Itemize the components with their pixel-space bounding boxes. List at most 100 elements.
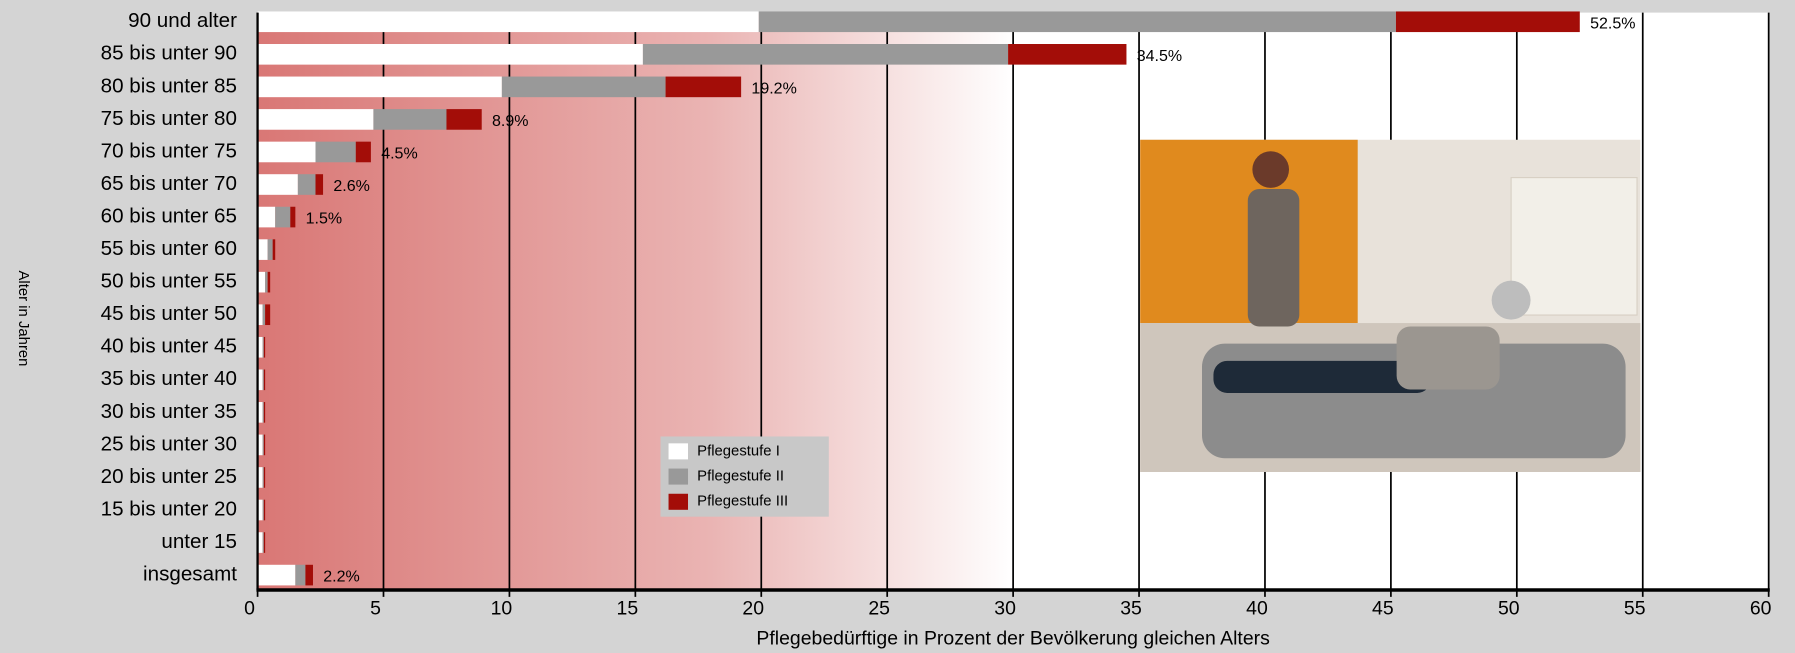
total-label: 19.2% — [751, 79, 796, 97]
legend-swatch — [668, 468, 689, 485]
x-tick-label: 60 — [1750, 598, 1772, 620]
bar-segment — [257, 304, 263, 326]
legend-label: Pflegestufe II — [697, 469, 784, 485]
bar-segment — [257, 76, 502, 98]
bar-segment — [315, 174, 324, 195]
y-tick-label: 60 bis unter 65 — [101, 204, 237, 227]
bar-segment — [262, 532, 264, 553]
total-label: 8.9% — [492, 112, 529, 130]
x-tick-label: 25 — [868, 598, 890, 620]
legend-swatch — [668, 493, 689, 510]
bar-segment — [262, 336, 264, 358]
x-tick-label: 20 — [742, 598, 764, 620]
bar-segment — [1008, 44, 1127, 65]
total-label: 34.5% — [1137, 47, 1182, 65]
bar-segment — [257, 532, 263, 553]
total-label: 2.2% — [323, 568, 360, 586]
bar-segment — [263, 369, 266, 391]
bar-segment — [257, 109, 374, 130]
bar-segment — [257, 141, 316, 163]
x-tick-label: 10 — [491, 598, 513, 620]
bar-segment — [263, 434, 266, 456]
y-tick-label: 75 bis unter 80 — [101, 107, 237, 130]
y-axis-title: Alter in Jahren — [15, 271, 31, 367]
x-tick-label: 40 — [1246, 598, 1268, 620]
legend-swatch — [668, 443, 689, 460]
bar-segment — [263, 499, 266, 521]
bar-segment — [297, 174, 316, 195]
total-label: 52.5% — [1590, 14, 1635, 32]
x-tick-label: 50 — [1498, 598, 1520, 620]
y-tick-label: 85 bis unter 90 — [101, 42, 237, 65]
y-tick-label: 50 bis unter 55 — [101, 270, 237, 293]
bar-segment — [257, 206, 276, 228]
bar-segment — [257, 467, 263, 488]
bar-segment — [262, 304, 266, 326]
x-tick-label: 45 — [1372, 598, 1394, 620]
bar-segment — [315, 141, 356, 163]
bar-segment — [257, 564, 296, 586]
x-tick-label: 0 — [244, 598, 255, 620]
bar-segment — [262, 499, 264, 521]
legend-label: Pflegestufe I — [697, 443, 780, 459]
bar-segment — [257, 239, 268, 260]
y-tick-label: insgesamt — [143, 563, 237, 586]
bar-segment — [267, 271, 271, 293]
y-tick-label: 80 bis unter 85 — [101, 74, 237, 97]
total-label: 2.6% — [333, 177, 370, 195]
y-tick-label: 90 und alter — [128, 9, 237, 32]
bar-segment — [290, 206, 296, 228]
y-tick-label: 45 bis unter 50 — [101, 302, 237, 325]
bar-segment — [257, 44, 643, 65]
bar-segment — [1395, 11, 1580, 33]
total-label: 1.5% — [306, 210, 343, 228]
bar-segment — [373, 109, 447, 130]
bar-segment — [665, 76, 742, 98]
y-tick-label: 25 bis unter 30 — [101, 432, 237, 455]
bar-segment — [758, 11, 1396, 33]
bar-segment — [501, 76, 666, 98]
y-tick-label: 35 bis unter 40 — [101, 367, 237, 390]
y-tick-label: 20 bis unter 25 — [101, 465, 237, 488]
bar-segment — [263, 402, 266, 423]
bar-segment — [355, 141, 371, 163]
x-tick-label: 15 — [617, 598, 639, 620]
bar-segment — [257, 402, 263, 423]
x-tick-label: 55 — [1624, 598, 1646, 620]
bar-segment — [272, 239, 276, 260]
bar-segment — [267, 239, 273, 260]
legend-label: Pflegestufe III — [697, 494, 788, 510]
photo — [1140, 139, 1641, 472]
x-tick-label: 35 — [1120, 598, 1142, 620]
total-label: 4.5% — [381, 144, 418, 162]
y-tick-label: unter 15 — [161, 530, 237, 553]
bar-segment — [265, 271, 268, 293]
bar-segment — [642, 44, 1009, 65]
y-tick-label: 15 bis unter 20 — [101, 497, 237, 520]
legend-box — [660, 436, 829, 517]
y-tick-label: 70 bis unter 75 — [101, 139, 237, 162]
bar-segment — [257, 369, 263, 391]
bar-segment — [257, 499, 263, 521]
x-tick-label: 30 — [994, 598, 1016, 620]
x-axis-title: Pflegebedürftige in Prozent der Bevölker… — [756, 627, 1270, 649]
bar-segment — [257, 434, 263, 456]
bar-segment — [257, 11, 759, 33]
bar-segment — [263, 336, 266, 358]
bar-segment — [446, 109, 482, 130]
bar-segment — [275, 206, 291, 228]
bar-segment — [263, 532, 266, 553]
y-tick-label: 55 bis unter 60 — [101, 237, 237, 260]
bar-segment — [257, 174, 298, 195]
bar-segment — [263, 467, 266, 488]
bar-segment — [262, 434, 264, 456]
bar-segment — [262, 369, 264, 391]
bar-segment — [262, 402, 264, 423]
bar-segment — [265, 304, 271, 326]
bar-segment — [262, 467, 264, 488]
bar-segment — [257, 336, 263, 358]
y-tick-label: 30 bis unter 35 — [101, 400, 237, 423]
bar-segment — [257, 271, 266, 293]
x-tick-label: 5 — [370, 598, 381, 620]
